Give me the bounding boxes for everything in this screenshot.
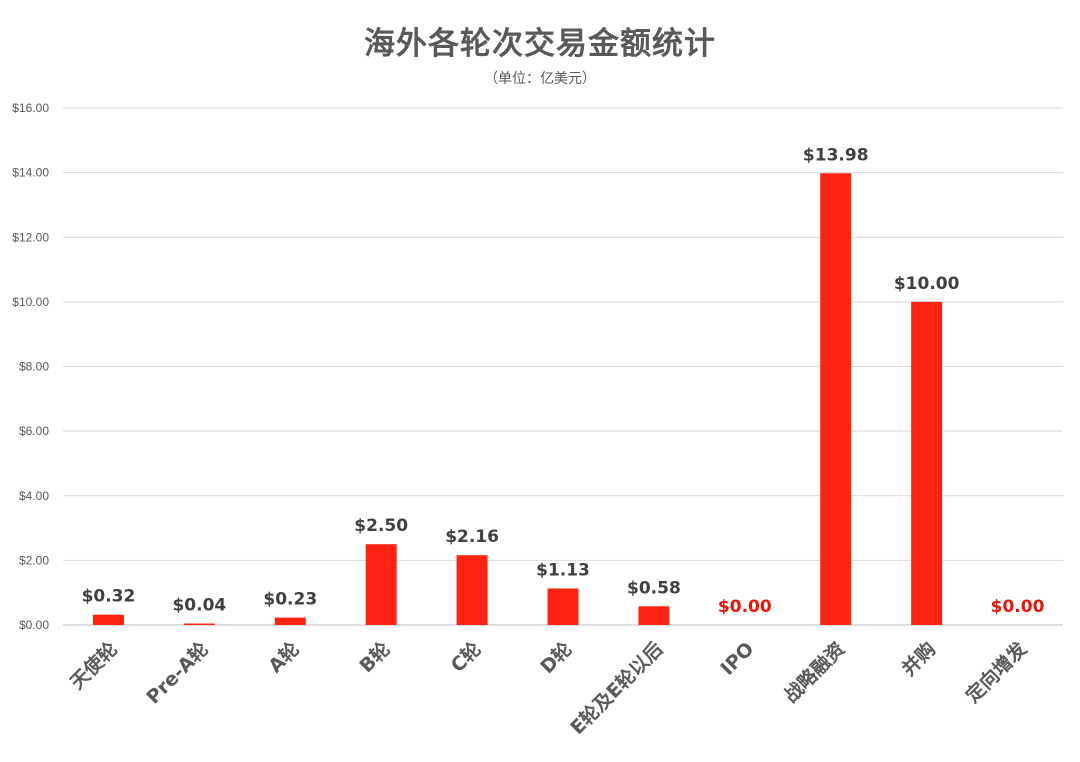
chart-subtitle: （单位：亿美元） bbox=[484, 71, 596, 87]
category-label: C轮 bbox=[446, 637, 486, 677]
y-axis-ticks: $0.00 $2.00 $4.00 $6.00 $8.00 $10.00 $12.00 $14… bbox=[12, 101, 49, 632]
data-labels: $0.32 $0.04 $0.23 $2.50 $2.16 $1.13 $0.58 $0.00… bbox=[82, 145, 1045, 617]
chart-title: 海外各轮次交易金额统计 bbox=[364, 26, 716, 62]
bar bbox=[638, 606, 670, 625]
bars bbox=[92, 173, 943, 626]
data-label: $0.00 bbox=[991, 597, 1045, 617]
data-label: $0.00 bbox=[718, 597, 772, 617]
data-label: $1.13 bbox=[536, 560, 590, 580]
data-label: $0.32 bbox=[82, 587, 136, 607]
category-label: D轮 bbox=[536, 637, 577, 678]
y-tick-label: $8.00 bbox=[19, 360, 49, 374]
data-label: $0.58 bbox=[627, 578, 681, 598]
category-label: IPO bbox=[717, 638, 759, 680]
y-tick-label: $6.00 bbox=[19, 424, 49, 438]
data-label: $2.50 bbox=[354, 516, 408, 536]
data-label: $10.00 bbox=[894, 274, 960, 294]
y-tick-label: $2.00 bbox=[19, 553, 49, 567]
data-label: $0.23 bbox=[263, 590, 317, 610]
bar bbox=[911, 301, 943, 625]
bar bbox=[456, 555, 488, 625]
category-label: Pre-A轮 bbox=[142, 637, 213, 708]
y-tick-label: $4.00 bbox=[19, 489, 49, 503]
y-tick-label: $14.00 bbox=[12, 166, 49, 180]
data-label: $2.16 bbox=[445, 527, 499, 547]
bar bbox=[183, 623, 215, 625]
y-tick-label: $12.00 bbox=[12, 230, 49, 244]
data-label: $0.04 bbox=[172, 596, 226, 616]
category-label: 天使轮 bbox=[65, 637, 122, 694]
bar bbox=[365, 544, 397, 625]
category-label: E轮及E轮以后 bbox=[566, 637, 668, 739]
category-label: A轮 bbox=[264, 637, 304, 677]
category-label: B轮 bbox=[355, 637, 395, 677]
y-tick-label: $16.00 bbox=[12, 101, 49, 115]
category-label: 并购 bbox=[897, 637, 940, 680]
bar bbox=[820, 173, 852, 626]
data-label: $13.98 bbox=[803, 145, 869, 165]
bar bbox=[92, 614, 124, 625]
category-label: 战略融资 bbox=[779, 637, 849, 707]
bar bbox=[547, 588, 579, 625]
y-tick-label: $0.00 bbox=[19, 618, 49, 632]
category-label: 定向增发 bbox=[961, 637, 1032, 708]
y-tick-label: $10.00 bbox=[12, 295, 49, 309]
bar bbox=[274, 617, 306, 625]
